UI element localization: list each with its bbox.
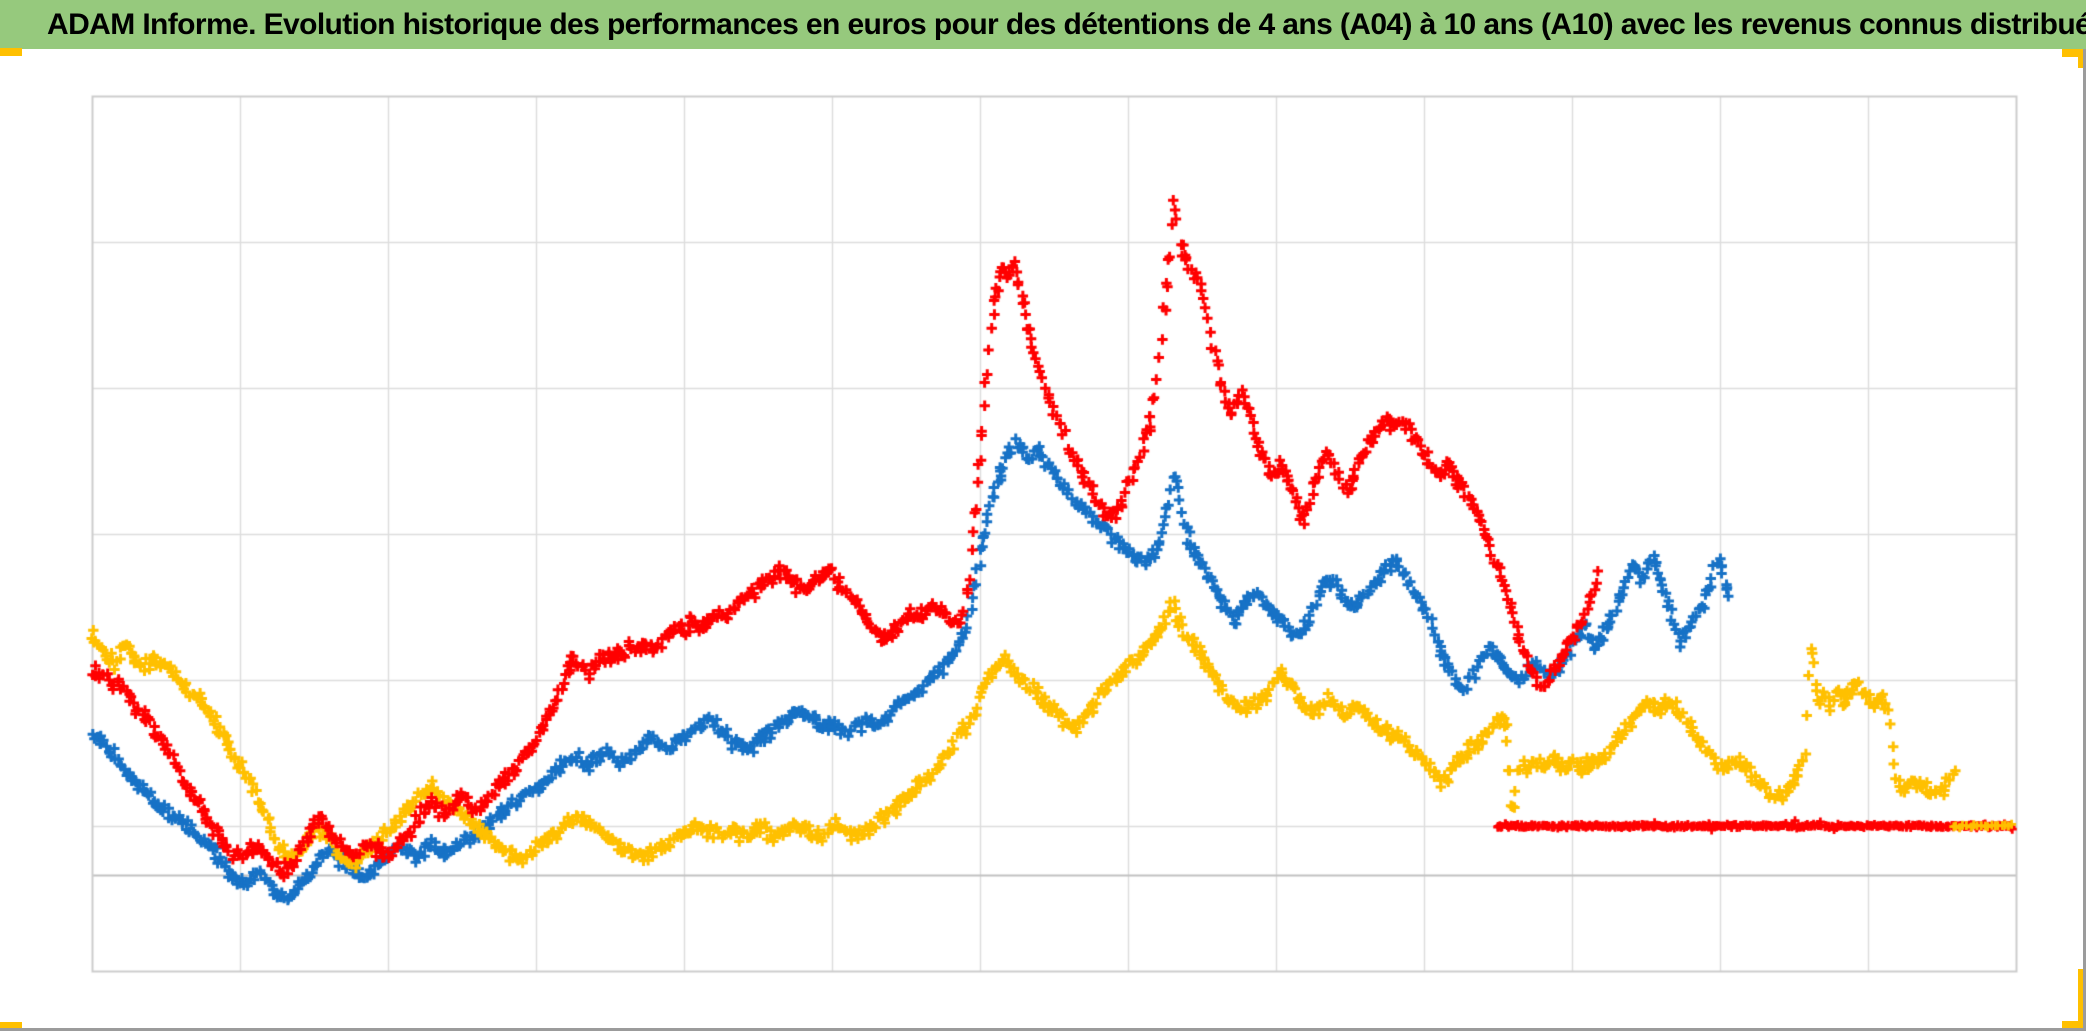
chart-title: ADAM Informe. Evolution historique des p…	[47, 7, 2086, 41]
corner-accent-bottom-right-v	[2078, 969, 2086, 1029]
corner-accent-top-left	[0, 48, 22, 56]
window-edge-right	[2083, 49, 2086, 1031]
corner-accent-bottom-left	[0, 1022, 22, 1030]
corner-accent-top-right-h	[2062, 49, 2086, 57]
title-bar: ADAM Informe. Evolution historique des p…	[0, 0, 2086, 49]
corner-accent-top-right-v	[2078, 49, 2086, 68]
corner-accent-bottom-right-h	[2062, 1021, 2086, 1029]
window-edge-bottom	[0, 1028, 2086, 1031]
